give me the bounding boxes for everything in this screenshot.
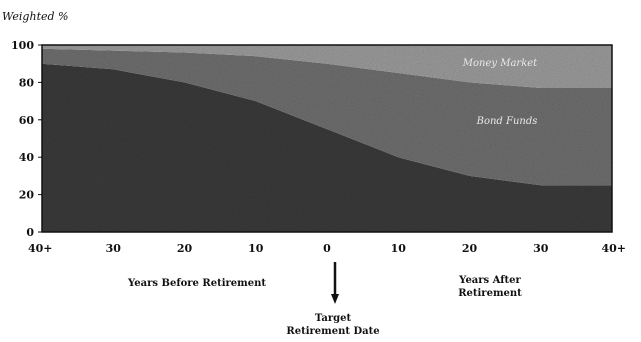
years-after-label-line2: Retirement xyxy=(458,288,522,299)
area-series-3 xyxy=(42,45,612,89)
x-tick-7: 30 xyxy=(533,242,549,255)
years-after-label-line1: Years After xyxy=(458,275,521,286)
area-series-2 xyxy=(42,48,612,186)
area-layers xyxy=(42,45,612,233)
target-date-label-line1: Target xyxy=(315,313,352,324)
x-tick-labels: 40+ 30 20 10 0 10 20 30 40+ xyxy=(28,242,626,255)
area-series-1 xyxy=(42,63,612,233)
y-axis-label: Weighted % xyxy=(2,10,68,23)
y-tick-60: 60 xyxy=(19,114,35,127)
x-tick-5: 10 xyxy=(391,242,407,255)
y-tick-20: 20 xyxy=(19,189,35,202)
plot-border xyxy=(41,44,613,233)
x-tick-0: 40+ xyxy=(28,242,53,255)
x-tick-3: 10 xyxy=(248,242,264,255)
y-tick-0: 0 xyxy=(26,226,34,239)
y-tick-40: 40 xyxy=(19,151,35,164)
y-tick-100: 100 xyxy=(11,39,34,52)
x-tick-6: 20 xyxy=(462,242,478,255)
y-tick-labels: 0 20 40 60 80 100 xyxy=(11,39,42,239)
region-label-bond-funds: Bond Funds xyxy=(476,116,538,127)
target-date-label-line2: Retirement Date xyxy=(286,326,379,337)
x-tick-1: 30 xyxy=(106,242,122,255)
target-date-arrowhead xyxy=(331,294,339,304)
region-label-money-market: Money Market xyxy=(462,58,538,69)
plot-frame xyxy=(41,44,613,233)
y-tick-80: 80 xyxy=(19,76,35,89)
x-tick-8: 40+ xyxy=(601,242,626,255)
x-tick-2: 20 xyxy=(177,242,193,255)
x-tick-4: 0 xyxy=(323,242,331,255)
years-before-label: Years Before Retirement xyxy=(127,278,266,289)
